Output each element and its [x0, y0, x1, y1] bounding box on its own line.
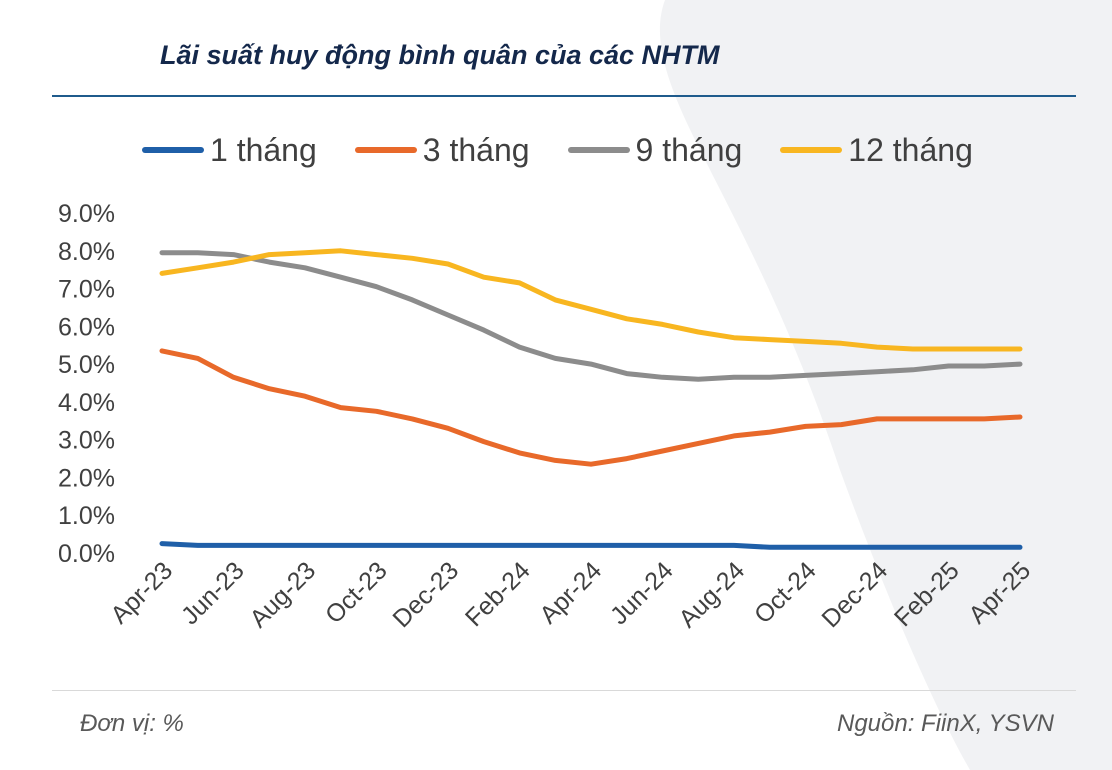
- y-tick-label: 3.0%: [58, 427, 115, 455]
- x-tick-label: Feb-25: [889, 556, 965, 632]
- series-line-1: [159, 541, 1023, 550]
- y-tick-label: 2.0%: [58, 464, 115, 492]
- y-tick-label: 4.0%: [58, 389, 115, 417]
- legend-label: 3 tháng: [422, 131, 530, 168]
- x-tick-label: Aug-23: [244, 556, 321, 633]
- x-tick-label: Apr-24: [534, 556, 607, 629]
- x-tick-label: Dec-24: [816, 556, 893, 633]
- x-tick-label: Feb-24: [460, 556, 536, 632]
- x-tick-label: Apr-25: [963, 556, 1036, 629]
- legend-swatch: [567, 147, 630, 153]
- chart-title: Lãi suất huy động bình quân của các NHTM: [160, 40, 720, 70]
- legend-item: 12 tháng: [780, 132, 973, 169]
- y-tick-label: 5.0%: [58, 351, 115, 379]
- legend-swatch: [354, 147, 417, 153]
- series-line-4: [159, 248, 1023, 352]
- legend-item: 9 tháng: [567, 131, 743, 169]
- x-tick-label: Oct-24: [749, 556, 822, 629]
- legend-label: 1 tháng: [210, 131, 317, 168]
- line-chart: 0.0% 1.0% 2.0% 3.0% 4.0% 5.0% 6.0% 7.0% 8.0% 9.0%…: [58, 200, 1036, 633]
- legend-item: 3 tháng: [354, 131, 530, 169]
- x-tick-label: Apr-23: [105, 556, 178, 629]
- footer-divider: [52, 690, 1076, 691]
- unit-note: Đơn vị: %: [80, 710, 184, 737]
- legend-swatch: [780, 147, 843, 153]
- title-divider: [52, 95, 1076, 97]
- source-note: Nguồn: FiinX, YSVN: [837, 710, 1054, 737]
- y-tick-label: 8.0%: [58, 238, 115, 266]
- legend-label: 12 tháng: [848, 131, 973, 168]
- series-line-2: [159, 348, 1023, 467]
- x-tick-label: Jun-23: [176, 556, 250, 630]
- x-tick-label: Aug-24: [673, 556, 750, 633]
- legend-label: 9 tháng: [635, 131, 743, 168]
- series-line-3: [159, 250, 1023, 382]
- y-tick-label: 9.0%: [58, 200, 115, 228]
- y-tick-label: 6.0%: [58, 313, 115, 341]
- y-tick-label: 7.0%: [58, 276, 115, 304]
- x-tick-label: Oct-23: [320, 556, 393, 629]
- x-tick-label: Jun-24: [605, 556, 679, 630]
- x-tick-label: Dec-23: [387, 556, 464, 633]
- y-tick-label: 1.0%: [58, 502, 115, 530]
- chart-legend: 1 tháng 3 tháng 9 tháng 12 tháng: [142, 126, 973, 174]
- legend-item: 1 tháng: [142, 132, 317, 169]
- legend-swatch: [142, 147, 204, 153]
- y-tick-label: 0.0%: [58, 540, 115, 568]
